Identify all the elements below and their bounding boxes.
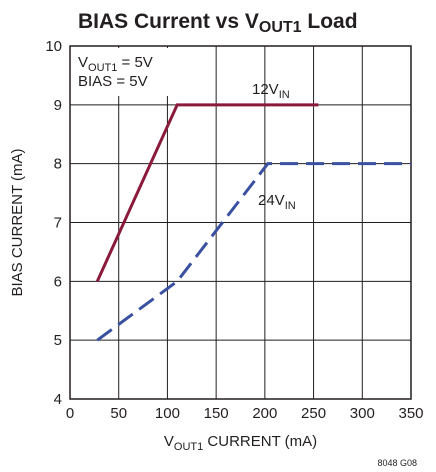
x-axis-label-after: CURRENT (mA): [203, 433, 317, 450]
chart-title-main: BIAS Current vs V: [78, 10, 259, 33]
condition-sub: OUT1: [88, 62, 117, 74]
series-label-sub: IN: [279, 89, 290, 101]
condition-main: V: [78, 54, 88, 71]
series-label: 24VIN: [258, 192, 296, 212]
condition: BIAS = 5V: [78, 73, 148, 90]
y-tick-label: 10: [45, 38, 62, 55]
x-tick-label: 150: [204, 405, 229, 422]
series-label-sub: IN: [285, 200, 296, 212]
y-tick-label: 6: [54, 273, 62, 290]
series-label: 12VIN: [252, 81, 290, 101]
conditions-box: [72, 48, 172, 96]
footnote: 8048 G08: [377, 458, 417, 468]
x-axis-label-sub: OUT1: [174, 441, 203, 453]
x-axis-label: VOUT1 CURRENT (mA): [164, 433, 317, 453]
x-tick-label: 100: [155, 405, 180, 422]
condition: VOUT1 = 5V: [78, 54, 153, 74]
series-line: [96, 162, 411, 342]
x-tick-label: 350: [398, 405, 423, 422]
y-tick-label: 5: [54, 332, 62, 349]
x-axis-label-main: V: [164, 433, 174, 450]
y-tick-label: 4: [54, 391, 62, 408]
y-tick-label: 8: [54, 156, 62, 173]
series-line: [95, 103, 319, 282]
chart-title: BIAS Current vs VOUT1 Load: [78, 10, 358, 36]
y-axis-label: BIAS CURRENT (mA): [9, 148, 26, 296]
x-tick-label: 250: [301, 405, 326, 422]
series-label-main: 12V: [252, 81, 279, 98]
condition-main: BIAS = 5V: [78, 73, 148, 90]
series-label-main: 24V: [258, 192, 285, 209]
condition-after: = 5V: [117, 54, 152, 71]
chart-title-after: Load: [302, 10, 358, 33]
x-tick-label: 0: [66, 405, 74, 422]
x-tick-label: 50: [110, 405, 127, 422]
x-tick-label: 300: [350, 405, 375, 422]
y-tick-label: 7: [54, 215, 62, 232]
chart-title-sub: OUT1: [259, 19, 302, 36]
plot-border: [69, 45, 412, 400]
y-tick-label: 9: [54, 97, 62, 114]
x-tick-label: 200: [252, 405, 277, 422]
